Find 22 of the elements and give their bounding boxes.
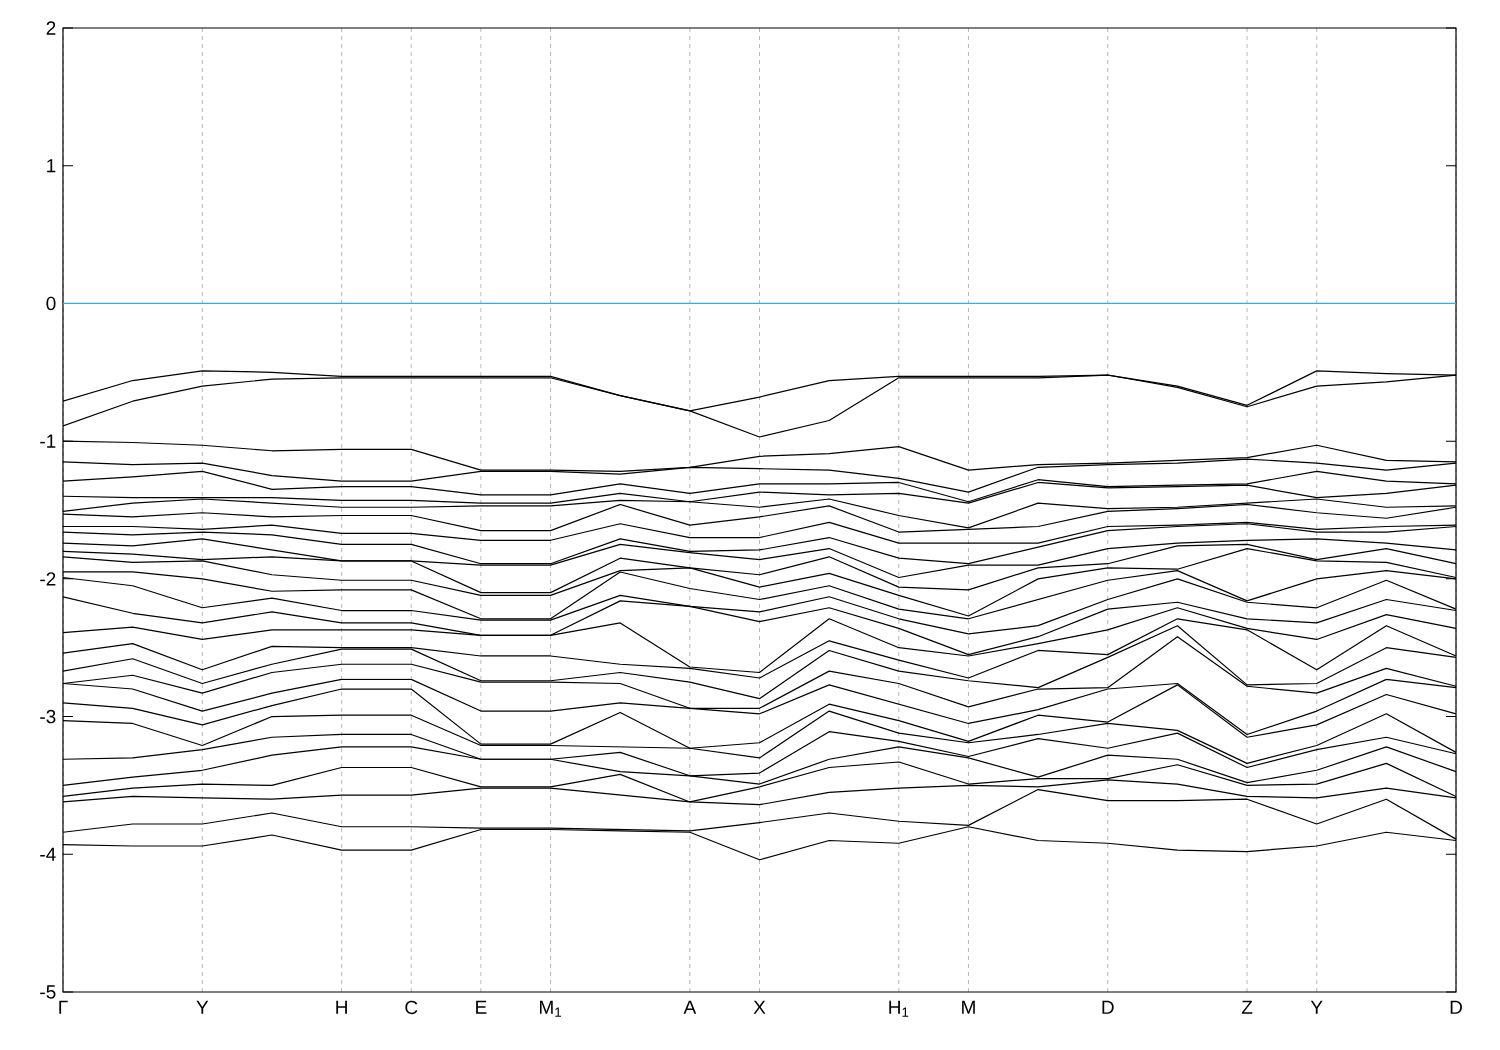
y-tick-label: -5 [40, 985, 56, 999]
y-tick-label: -3 [40, 709, 56, 724]
x-tick-label: Γ [59, 1000, 68, 1014]
x-tick-label: E [476, 1000, 487, 1014]
y-tick-label: -1 [40, 434, 56, 448]
y-tick-label: 1 [47, 159, 56, 173]
x-tick-label: M$_{1}$ [540, 1000, 562, 1017]
x-tick-label: D [1450, 1000, 1462, 1014]
x-tick-label: H$_{1}$ [889, 1000, 909, 1017]
y-tick-label: -2 [40, 572, 56, 586]
x-tick-label: Y [196, 1000, 209, 1014]
x-tick-label: D [1102, 1000, 1114, 1014]
x-tick-label: X [753, 1000, 766, 1014]
x-tick-label: Z [1241, 1000, 1253, 1014]
x-tick-label: Y [1310, 1000, 1323, 1014]
y-tick-label: 0 [46, 296, 56, 311]
y-tick-label: 2 [46, 21, 56, 35]
x-tick-label: A [683, 1000, 697, 1014]
x-tick-label: H [336, 1000, 347, 1014]
x-tick-label: M [962, 1000, 975, 1014]
x-tick-label: C [405, 1000, 418, 1015]
y-tick-label: -4 [40, 847, 56, 861]
